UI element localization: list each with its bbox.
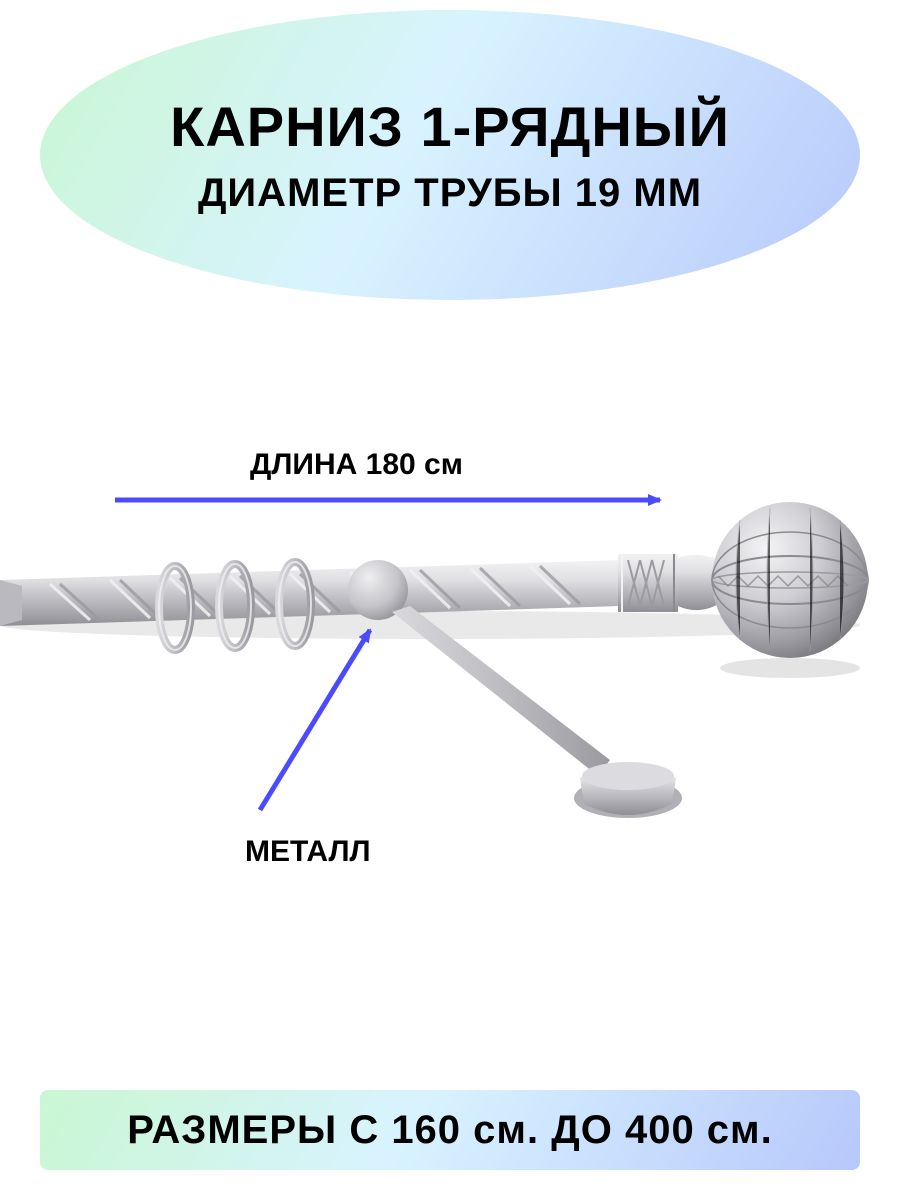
wall-mount <box>574 762 682 818</box>
subtitle: ДИАМЕТР ТРУБЫ 19 ММ <box>198 171 702 216</box>
title: КАРНИЗ 1-РЯДНЫЙ <box>170 94 730 159</box>
finial-ball <box>712 502 868 658</box>
finial-collar <box>618 554 678 612</box>
header-ellipse: КАРНИЗ 1-РЯДНЫЙ ДИАМЕТР ТРУБЫ 19 ММ <box>40 10 860 300</box>
finial-shadow <box>720 658 860 678</box>
footer-bar: РАЗМЕРЫ С 160 см. ДО 400 см. <box>40 1090 860 1170</box>
product-diagram: ДЛИНА 180 см МЕТАЛЛ <box>0 420 900 940</box>
diagram-svg <box>0 420 900 940</box>
material-arrow <box>260 630 370 810</box>
footer-text: РАЗМЕРЫ С 160 см. ДО 400 см. <box>127 1108 773 1153</box>
rod-left-cut <box>0 580 22 626</box>
